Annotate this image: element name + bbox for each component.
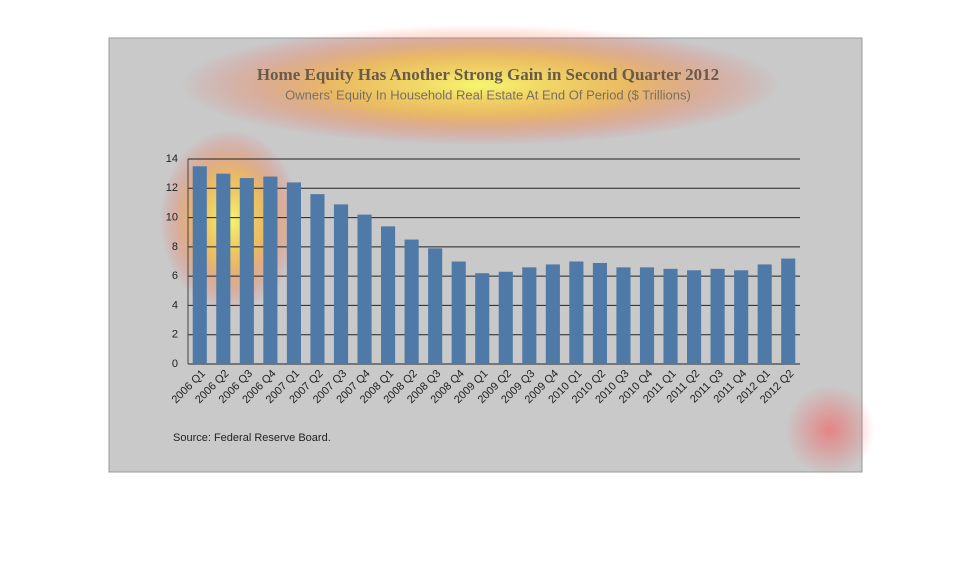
bar xyxy=(333,204,349,364)
bar xyxy=(592,262,607,364)
bar xyxy=(569,261,584,364)
bar xyxy=(216,173,231,364)
bar xyxy=(310,194,325,364)
y-tick-label: 12 xyxy=(166,182,178,194)
chart-subtitle: Owners' Equity In Household Real Estate … xyxy=(285,87,691,102)
chart-title: Home Equity Has Another Strong Gain in S… xyxy=(257,65,719,84)
bar xyxy=(710,268,725,364)
y-tick-label: 8 xyxy=(172,241,178,253)
heatmap-blob xyxy=(180,25,780,145)
heatmap-blob xyxy=(785,385,875,475)
bar xyxy=(404,239,419,364)
bar xyxy=(451,261,466,364)
bar xyxy=(545,264,560,364)
bar xyxy=(192,166,207,364)
y-tick-label: 4 xyxy=(172,299,178,311)
bar xyxy=(616,267,631,364)
bar xyxy=(757,264,772,364)
y-tick-label: 6 xyxy=(172,270,178,282)
bar xyxy=(263,176,278,364)
bar xyxy=(381,226,396,364)
bar xyxy=(475,273,490,364)
bar xyxy=(428,248,443,364)
source-note: Source: Federal Reserve Board. xyxy=(173,432,331,444)
y-tick-label: 0 xyxy=(172,358,178,370)
bar xyxy=(663,268,678,364)
bar xyxy=(357,214,372,364)
bar xyxy=(781,258,796,364)
bar xyxy=(687,270,702,364)
bar xyxy=(734,270,749,364)
y-tick-label: 2 xyxy=(172,329,178,341)
y-tick-label: 10 xyxy=(166,211,178,223)
bar xyxy=(639,267,655,364)
bar xyxy=(239,178,254,364)
y-tick-label: 14 xyxy=(166,153,178,165)
bar xyxy=(522,267,537,364)
bar xyxy=(498,271,513,364)
bar xyxy=(286,182,301,364)
